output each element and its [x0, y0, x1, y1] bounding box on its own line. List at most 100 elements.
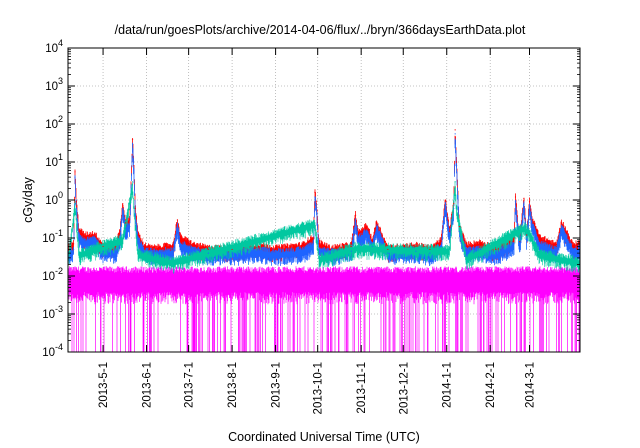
data-point — [102, 245, 104, 248]
chart-title: /data/run/goesPlots/archive/2014-04-06/f… — [115, 23, 526, 37]
data-point — [329, 248, 331, 251]
y-tick-label: 104 — [45, 38, 63, 55]
data-point — [314, 191, 316, 193]
y-tick-label: 101 — [45, 152, 63, 169]
y-tick-label: 10-3 — [42, 304, 63, 321]
data-point — [176, 224, 179, 226]
x-tick-label: 2013-12-1 — [398, 362, 410, 414]
x-tick-label: 2013-6-1 — [142, 362, 154, 408]
data-point — [94, 239, 96, 241]
data-point — [193, 250, 195, 252]
data-point — [207, 248, 209, 251]
data-point — [357, 234, 359, 236]
data-point — [275, 252, 277, 254]
data-point — [444, 199, 446, 201]
grid — [68, 48, 580, 352]
data-point — [371, 245, 373, 248]
data-point — [479, 243, 482, 245]
series-layer — [68, 129, 580, 352]
data-point — [350, 245, 352, 248]
data-point — [172, 250, 174, 252]
data-point — [207, 252, 209, 254]
data-point — [514, 196, 517, 198]
data-point — [531, 224, 533, 226]
data-point — [131, 138, 134, 140]
y-axis-label: cGy/day — [21, 176, 35, 223]
data-point — [122, 203, 124, 205]
data-point — [453, 207, 455, 210]
data-point — [115, 245, 117, 248]
data-point — [75, 201, 78, 203]
data-point — [523, 203, 525, 205]
data-point — [137, 234, 139, 236]
y-tick-label: 10-1 — [42, 228, 63, 245]
data-point — [415, 245, 417, 248]
data-point — [444, 203, 446, 205]
data-point — [131, 184, 134, 186]
data-point — [275, 248, 277, 251]
data-point — [314, 196, 316, 198]
data-point — [366, 225, 368, 228]
data-point — [458, 225, 460, 228]
data-point — [402, 275, 404, 277]
data-point — [258, 245, 260, 248]
y-tick-label: 100 — [45, 190, 63, 207]
data-point — [538, 252, 540, 254]
data-point — [122, 207, 124, 210]
data-point — [151, 252, 153, 254]
series-magenta — [68, 266, 580, 352]
data-point — [179, 243, 181, 245]
data-point — [526, 234, 528, 236]
data-point — [455, 161, 458, 163]
data-point — [528, 201, 531, 203]
data-point — [561, 222, 563, 224]
data-point — [133, 169, 135, 172]
data-point — [538, 243, 540, 245]
data-point — [387, 252, 389, 254]
data-point — [429, 252, 431, 254]
x-tick-label: 2014-1-1 — [442, 362, 454, 408]
data-point — [528, 205, 531, 207]
data-point — [458, 230, 460, 232]
data-point — [354, 219, 357, 221]
data-point — [122, 237, 124, 239]
data-point — [134, 207, 136, 210]
data-point — [143, 245, 145, 248]
data-point — [312, 243, 315, 245]
data-point — [387, 248, 389, 251]
data-point — [124, 222, 127, 224]
data-point — [523, 225, 525, 228]
data-point — [454, 129, 456, 131]
data-point — [357, 239, 359, 241]
data-point — [376, 222, 378, 224]
data-point — [129, 225, 131, 228]
data-point — [314, 222, 316, 224]
data-point — [519, 241, 521, 243]
data-point — [315, 205, 317, 207]
data-point — [354, 214, 357, 216]
data-point — [94, 234, 96, 236]
data-point — [489, 275, 491, 277]
data-point — [455, 165, 458, 167]
y-tick-label: 10-2 — [42, 266, 63, 283]
data-point — [572, 250, 574, 252]
data-point — [354, 245, 357, 248]
data-point — [495, 248, 497, 251]
data-point — [119, 237, 121, 239]
x-axis: 2013-5-1 2013-6-1 2013-7-1 2013-8-1 2013-9-1… — [98, 48, 537, 414]
data-point — [78, 237, 80, 239]
data-point — [131, 143, 134, 145]
data-point — [528, 230, 531, 232]
data-point — [514, 201, 517, 203]
data-point — [448, 235, 451, 238]
data-point — [448, 248, 451, 251]
x-tick-label: 2014-3-1 — [525, 362, 537, 408]
data-point — [143, 250, 145, 252]
data-point — [415, 250, 417, 252]
x-tick-label: 2013-7-1 — [184, 362, 196, 408]
x-axis-label: Coordinated Universal Time (UTC) — [228, 430, 420, 444]
data-point — [513, 237, 515, 239]
data-point — [115, 250, 117, 252]
y-tick-label: 10-4 — [42, 342, 63, 359]
